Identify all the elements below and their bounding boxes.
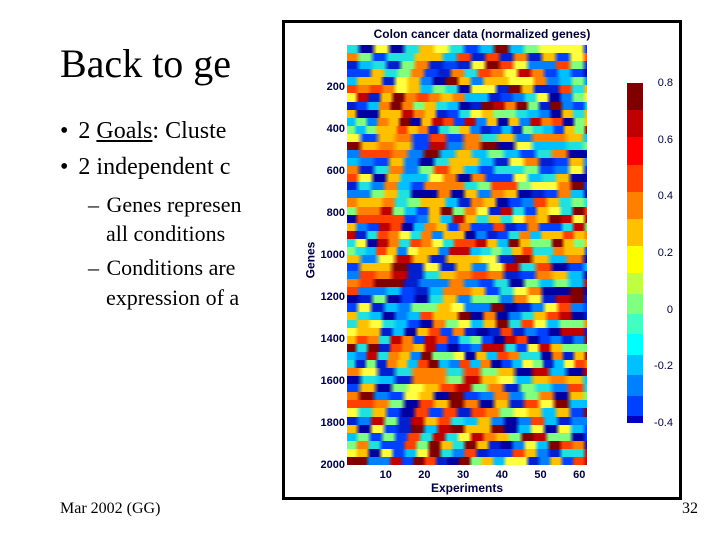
- x-tick: 20: [418, 469, 430, 481]
- bullet-text-suffix: : Cluste: [152, 118, 226, 144]
- y-tick: 1200: [319, 291, 345, 303]
- x-tick: 50: [534, 469, 546, 481]
- y-tick: 1800: [319, 417, 345, 429]
- bullet-text-prefix: 2: [78, 118, 96, 144]
- sub-bullet-text: Conditions are expression of a: [106, 255, 239, 310]
- colorbar: [627, 83, 643, 423]
- y-tick: 200: [319, 81, 345, 93]
- figure-title: Colon cancer data (normalized genes): [285, 27, 679, 41]
- y-tick: 400: [319, 123, 345, 135]
- x-axis-label: Experiments: [347, 481, 587, 495]
- page-number: 32: [682, 500, 698, 518]
- figure-panel: Colon cancer data (normalized genes) Gen…: [282, 20, 682, 500]
- y-tick: 1600: [319, 375, 345, 387]
- sub-bullet-text: Genes represen all conditions: [106, 192, 242, 247]
- colorbar-tick: 0.2: [658, 247, 673, 259]
- slide: Back to ge 2 Goals: Cluste 2 independent…: [0, 0, 720, 540]
- bullet-text-prefix: 2 independent c: [78, 154, 230, 180]
- y-axis-label: Genes: [303, 242, 317, 279]
- heatmap: [347, 45, 587, 465]
- colorbar-tick: -0.4: [654, 417, 673, 429]
- footer-left: Mar 2002 (GG): [60, 500, 160, 518]
- y-tick: 2000: [319, 459, 345, 471]
- y-tick: 1000: [319, 249, 345, 261]
- colorbar-tick: -0.2: [654, 360, 673, 372]
- colorbar-tick: 0.8: [658, 77, 673, 89]
- bullet-text-underlined: Goals: [96, 118, 152, 144]
- colorbar-tick: 0.4: [658, 190, 673, 202]
- x-tick: 60: [573, 469, 585, 481]
- x-tick: 10: [380, 469, 392, 481]
- x-tick: 30: [457, 469, 469, 481]
- colorbar-tick: 0: [667, 304, 673, 316]
- y-tick: 600: [319, 165, 345, 177]
- colorbar-tick: 0.6: [658, 134, 673, 146]
- x-tick: 40: [496, 469, 508, 481]
- y-tick: 800: [319, 207, 345, 219]
- y-tick: 1400: [319, 333, 345, 345]
